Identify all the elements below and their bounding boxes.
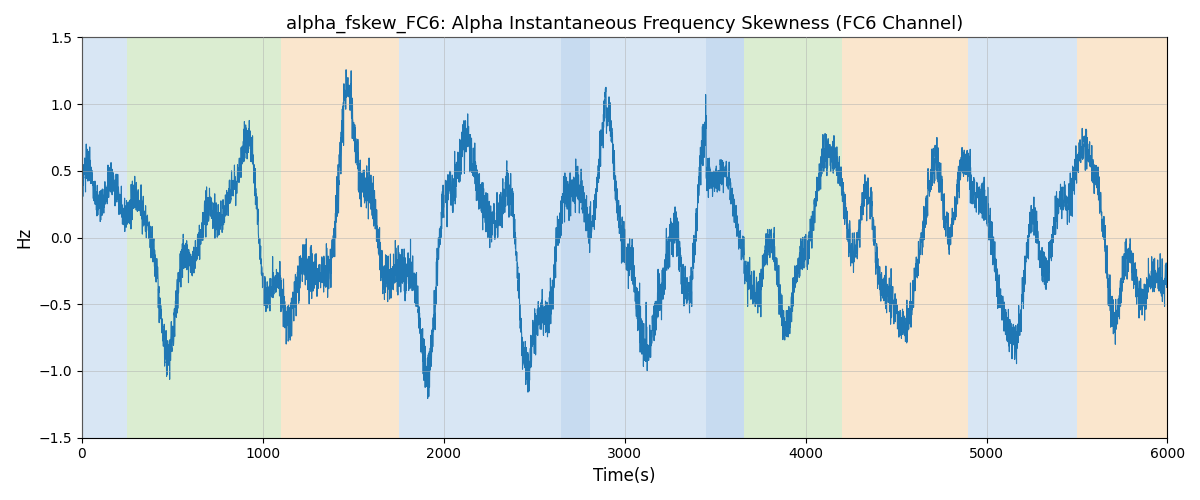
Bar — [281, 38, 398, 438]
Bar — [968, 38, 1076, 438]
Bar — [744, 38, 841, 438]
Bar — [562, 38, 590, 438]
Bar — [590, 38, 706, 438]
Bar — [127, 38, 281, 438]
Bar — [1076, 38, 1168, 438]
Bar — [398, 38, 562, 438]
X-axis label: Time(s): Time(s) — [594, 467, 656, 485]
Y-axis label: Hz: Hz — [14, 227, 32, 248]
Bar — [841, 38, 968, 438]
Title: alpha_fskew_FC6: Alpha Instantaneous Frequency Skewness (FC6 Channel): alpha_fskew_FC6: Alpha Instantaneous Fre… — [286, 15, 964, 34]
Bar — [82, 38, 127, 438]
Bar — [706, 38, 744, 438]
